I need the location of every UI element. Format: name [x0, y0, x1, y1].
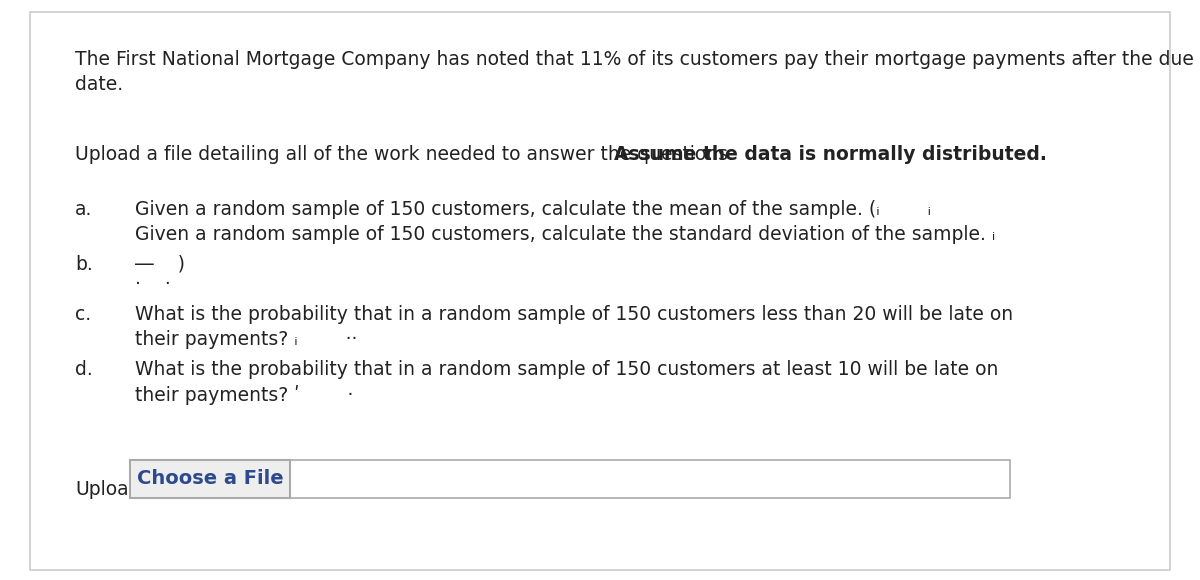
Text: What is the probability that in a random sample of 150 customers at least 10 wil: What is the probability that in a random…	[134, 360, 998, 379]
Text: Given a random sample of 150 customers, calculate the standard deviation of the : Given a random sample of 150 customers, …	[134, 225, 995, 244]
Text: a.: a.	[74, 200, 92, 219]
Text: Choose a File: Choose a File	[137, 469, 283, 488]
Text: date.: date.	[74, 75, 124, 94]
Text: Upload a file detailing all of the work needed to answer the questions.: Upload a file detailing all of the work …	[74, 145, 740, 164]
Text: The First National Mortgage Company has noted that 11% of its customers pay thei: The First National Mortgage Company has …	[74, 50, 1194, 69]
Text: their payments? ᵢ        ··: their payments? ᵢ ··	[134, 330, 358, 349]
Text: d.: d.	[74, 360, 92, 379]
FancyBboxPatch shape	[130, 460, 290, 498]
Text: Assume the data is normally distributed.: Assume the data is normally distributed.	[613, 145, 1046, 164]
Text: Upload: Upload	[74, 480, 140, 499]
FancyBboxPatch shape	[30, 12, 1170, 570]
Text: ―    ): ― )	[134, 255, 185, 274]
Text: Given a random sample of 150 customers, calculate the mean of the sample. (ᵢ    : Given a random sample of 150 customers, …	[134, 200, 931, 219]
Text: ·    ·: · ·	[134, 275, 170, 294]
Text: c.: c.	[74, 305, 91, 324]
Text: What is the probability that in a random sample of 150 customers less than 20 wi: What is the probability that in a random…	[134, 305, 1013, 324]
Text: their payments? ʹ        ·: their payments? ʹ ·	[134, 385, 353, 405]
Text: b.: b.	[74, 255, 92, 274]
